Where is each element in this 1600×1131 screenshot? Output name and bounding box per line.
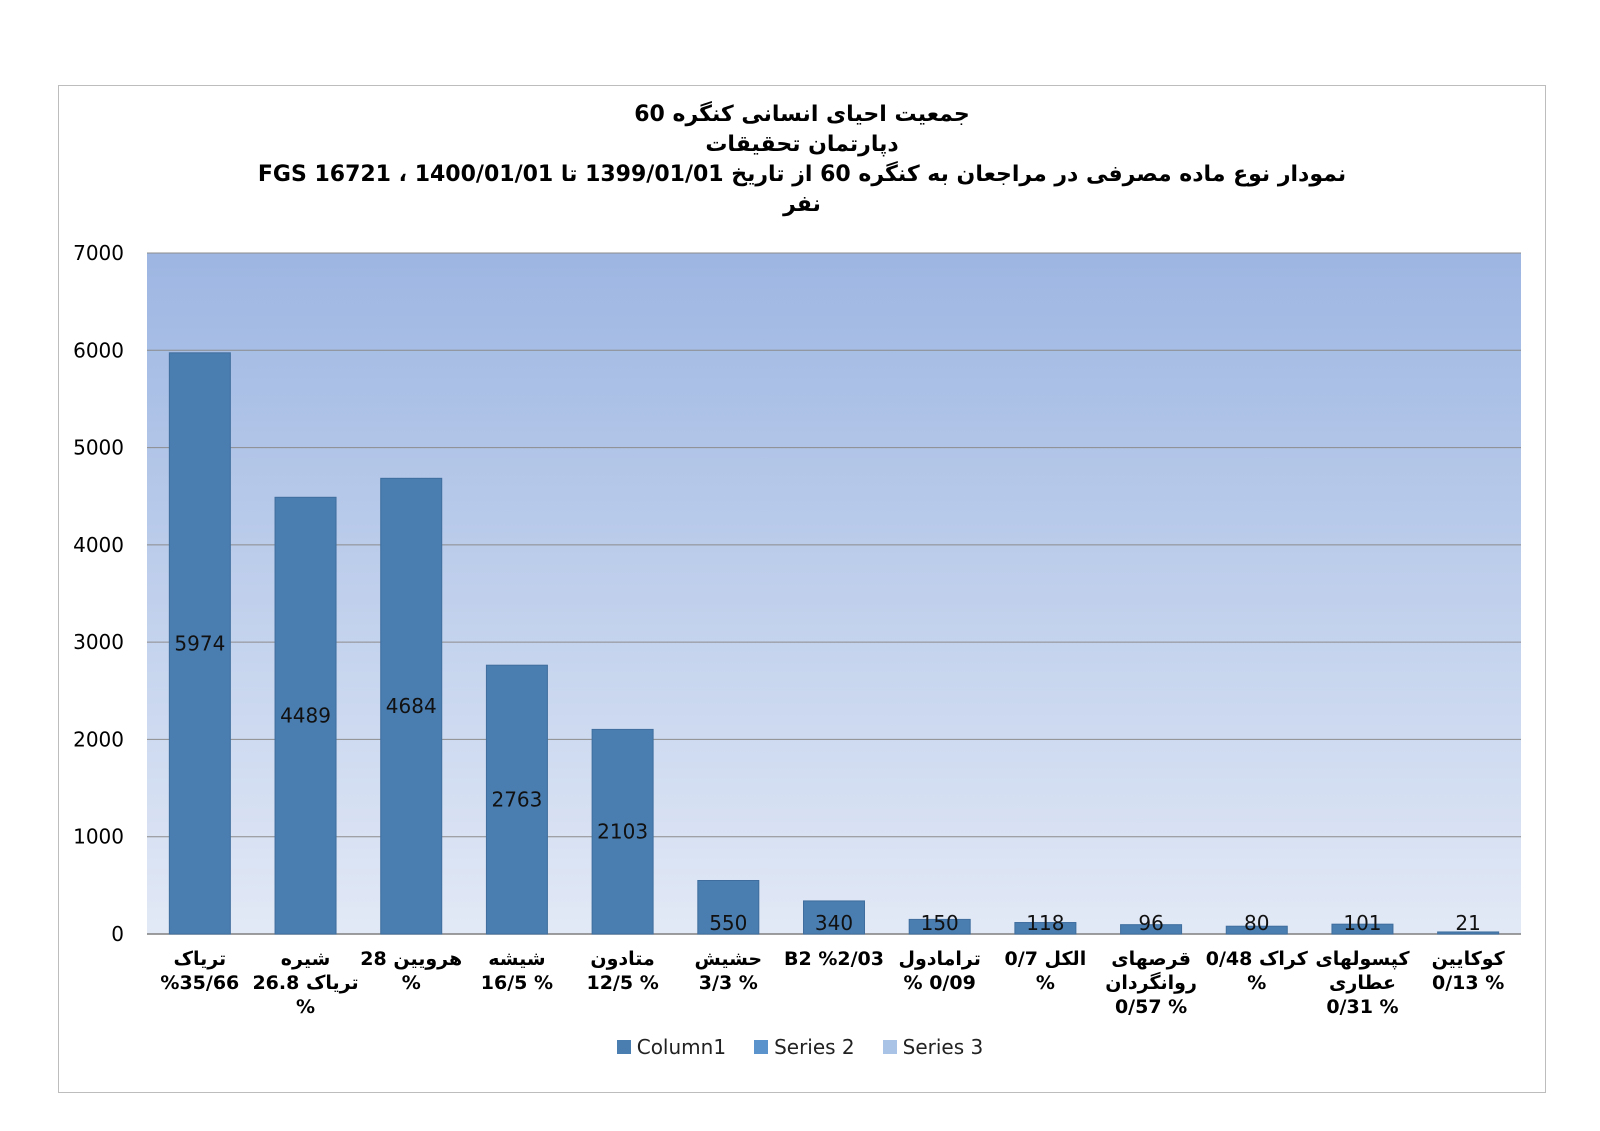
y-tick-label: 7000 [73, 241, 124, 265]
bar-data-label: 150 [921, 911, 959, 935]
legend: Column1 Series 2 Series 3 [0, 1035, 1600, 1059]
chart-title-line-3: نمودار نوع ماده مصرفی در مراجعان به کنگر… [257, 162, 1347, 187]
chart-title-line-4: نفر [783, 192, 821, 217]
plot-area [147, 253, 1521, 934]
bar [274, 496, 337, 935]
chart-title-line-2: دپارتمان تحقیقات [705, 132, 899, 157]
x-tick-label: % 0/31 [1326, 996, 1398, 1018]
x-tick-label: % [296, 996, 315, 1018]
bar [697, 879, 760, 935]
y-axis: 0 1000 2000 3000 4000 5000 6000 7000 [73, 241, 124, 946]
x-tick-label: متادون [590, 948, 654, 970]
legend-label: Series 2 [774, 1035, 855, 1059]
bar-data-label: 2763 [491, 788, 542, 812]
x-tick-label: روانگردان [1105, 971, 1197, 994]
y-tick-label: 5000 [73, 436, 124, 460]
x-tick-label: کراک 0/48 [1206, 948, 1309, 970]
x-tick-label: % 12/5 [586, 972, 658, 994]
legend-item-column1: Column1 [616, 1035, 727, 1059]
bar [1331, 923, 1394, 935]
bars: 5974 4489 4684 2763 2103 550 340 150 118 96 80 101 2… [168, 352, 1500, 935]
y-tick-label: 4000 [73, 533, 124, 557]
x-tick-label: % 16/5 [481, 972, 553, 994]
legend-swatch [882, 1040, 897, 1054]
bar-data-label: 4684 [386, 694, 437, 718]
x-tick-label: %2/03 B2 [784, 948, 884, 970]
bar [908, 918, 971, 935]
bar-data-label: 21 [1455, 911, 1480, 935]
bar [485, 664, 548, 935]
x-tick-label: کپسولهای [1315, 948, 1410, 970]
bar [803, 900, 865, 935]
x-tick-label: تریاک 26.8 [252, 972, 358, 994]
bar-data-label: 550 [709, 911, 747, 935]
bar [380, 477, 443, 935]
y-tick-label: 0 [111, 922, 124, 946]
legend-label: Series 3 [902, 1035, 984, 1059]
bar-data-label: 101 [1343, 911, 1381, 935]
x-tick-label: % 3/3 [699, 972, 758, 994]
chart-title-block: جمعیت احیای انسانی کنگره 60 دپارتمان تحق… [58, 100, 1546, 220]
legend-item-series-2: Series 2 [754, 1035, 855, 1059]
x-tick-label: ترامادول [898, 948, 980, 970]
x-tick-label: الکل 0/7 [1005, 948, 1087, 970]
y-tick-label: 2000 [73, 727, 124, 751]
x-tick-label: کوکایین [1432, 948, 1506, 970]
x-tick-label: تریاک [174, 948, 227, 970]
legend-swatch [616, 1040, 631, 1054]
bar-data-label: 80 [1244, 911, 1269, 935]
bar [591, 728, 654, 935]
bar [1225, 925, 1288, 935]
x-tick-label: شیره [281, 948, 330, 970]
bar-data-label: 4489 [280, 704, 331, 728]
bar [1120, 924, 1183, 935]
y-tick-label: 1000 [73, 825, 124, 849]
bar-data-label: 5974 [174, 631, 225, 655]
x-tick-label: 0/09 % [904, 972, 976, 994]
bar [1014, 922, 1077, 935]
x-tick-label: % 0/57 [1115, 996, 1187, 1018]
bar [1437, 931, 1500, 935]
x-tick-label: حشیش [694, 948, 762, 970]
x-tick-label: % [1247, 972, 1266, 994]
x-tick-label: % 0/13 [1432, 972, 1504, 994]
x-tick-label: % [1036, 972, 1055, 994]
x-tick-label: %35/66 [160, 972, 239, 994]
x-tick-label: قرصهای [1111, 948, 1191, 970]
chart-title-line-1: جمعیت احیای انسانی کنگره 60 [634, 102, 970, 127]
legend-item-series-3: Series 3 [882, 1035, 984, 1059]
x-tick-label: عطاری [1329, 972, 1396, 994]
bar-data-label: 340 [815, 911, 853, 935]
legend-label: Column1 [636, 1035, 727, 1059]
x-tick-label: شیشه [488, 948, 545, 970]
x-tick-label: هرویین 28 [360, 948, 462, 970]
bar [168, 352, 231, 935]
y-tick-label: 3000 [73, 630, 124, 654]
bar-data-label: 2103 [597, 820, 648, 844]
x-tick-label: % [402, 972, 421, 994]
y-tick-label: 6000 [73, 338, 124, 362]
bar-data-label: 96 [1138, 911, 1163, 935]
legend-swatch [754, 1040, 769, 1054]
bar-data-label: 118 [1026, 911, 1064, 935]
